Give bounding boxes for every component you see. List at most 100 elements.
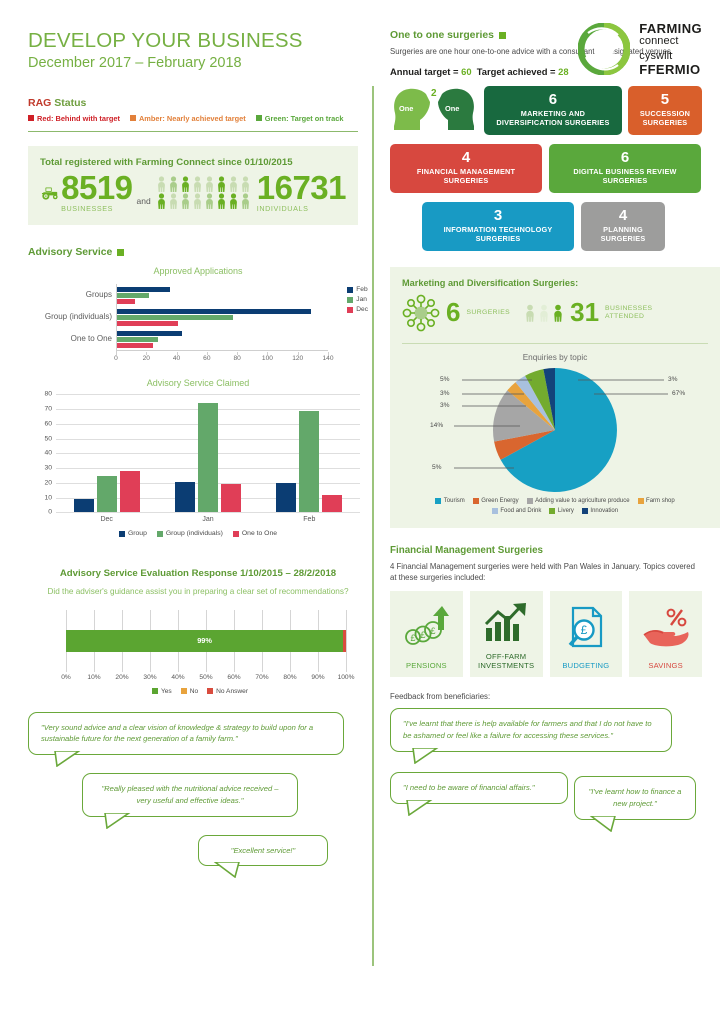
topic-card-savings: SAVINGS: [629, 591, 702, 678]
person-icon: [157, 176, 165, 193]
bar-group-individuals: [299, 410, 320, 513]
legend-item-group: Group: [118, 530, 147, 537]
financial-feedback-bubbles: "I've learnt that there is help availabl…: [390, 708, 702, 832]
surgeries-description: Surgeries are one hour one-to-one advice…: [390, 47, 674, 56]
callout-information-technology: 3 INFORMATION TECHNOLOGY SURGERIES: [422, 201, 574, 251]
column-divider: [372, 86, 374, 966]
rag-item-amber: Amber: Nearly achieved target: [129, 114, 246, 123]
legend-item-innovation: Innovation: [581, 507, 618, 514]
pie-slice-tourism: [500, 367, 617, 492]
callout-count: 6: [620, 148, 630, 166]
bar-group: [174, 481, 195, 513]
businesses-people-icon-group: [524, 302, 564, 324]
annual-target-label: Annual target =: [390, 65, 462, 77]
person-icon: [169, 193, 177, 210]
marketing-surgeries-value: 6: [446, 297, 461, 328]
callout-label: FINANCIAL MANAGEMENT SURGERIES: [416, 166, 516, 185]
approved-applications-bars: [116, 284, 328, 355]
approved-applications-chart: Approved Applications Groups Group (indi…: [28, 266, 368, 362]
surgeries-row-3: 3 INFORMATION TECHNOLOGY SURGERIES 4 PLA…: [390, 201, 702, 251]
individuals-value: 16731: [256, 169, 347, 207]
rag-item-red: Red: Behind with target: [28, 114, 120, 123]
bar-group-individuals: [96, 475, 117, 513]
x-tick: Dec: [100, 516, 113, 524]
person-icon: [229, 193, 237, 210]
flower-network-icon: [402, 294, 440, 332]
businesses-label: BUSINESSES: [61, 204, 114, 214]
one-to-one-surgeries-heading: One to one surgeries: [390, 30, 702, 41]
evaluation-title: Advisory Service Evaluation Response 1/1…: [59, 568, 337, 580]
feedback-text: "I've learnt how to finance a new projec…: [588, 787, 682, 809]
document-magnifier-icon: £: [563, 591, 609, 661]
two-count-label: 2: [431, 87, 437, 99]
advisory-claimed-chart: Advisory Service Claimed 80 70 60 50 40 …: [28, 378, 368, 548]
evaluation-stacked-bar: 99%: [66, 629, 346, 652]
approved-applications-ylabels: Groups Group (individuals) One to One: [28, 284, 112, 350]
hb-tick: 80: [233, 355, 241, 363]
y-tick: 80: [44, 390, 52, 398]
pie-slice-food-and-drink: [515, 375, 555, 430]
pie-slice-innovation: [543, 367, 555, 430]
pie-label-3c: 3%: [668, 375, 678, 383]
testimonial-bubble: "Really pleased with the nutritional adv…: [82, 773, 298, 829]
pie-label-14: 14%: [430, 421, 444, 429]
x-tick: 100%: [337, 673, 355, 681]
legend-item-one-to-one: One to One: [232, 530, 277, 537]
pie-label-67: 67%: [672, 389, 686, 397]
annual-target-value: 60: [461, 65, 472, 77]
hb-tick: 60: [203, 355, 211, 363]
hb-xaxis-line: [116, 350, 328, 352]
pie-label-3b: 3%: [440, 401, 450, 409]
bar-group-individuals: [197, 403, 218, 513]
approved-applications-plot: Groups Group (individuals) One to One: [28, 280, 368, 362]
pie-label-3a: 3%: [440, 389, 450, 397]
person-icon: [229, 176, 237, 193]
target-achieved-label: Target achieved =: [476, 65, 559, 77]
testimonial-text: "Very sound advice and a clear vision of…: [41, 722, 314, 744]
marketing-panel-title: Marketing and Diversification Surgeries:: [402, 277, 579, 288]
x-tick: 70%: [255, 673, 269, 681]
y-tick: 10: [44, 494, 52, 502]
advisory-claimed-title: Advisory Service Claimed: [146, 378, 250, 389]
businesses-attended-value: 31: [570, 297, 600, 328]
legend-item-food-and-drink: Food and Drink: [491, 507, 541, 514]
hb-tick: 20: [142, 355, 150, 363]
callout-count: 4: [618, 206, 628, 224]
pie-chart-title: Enquiries by topic: [522, 352, 588, 362]
panel-divider: [402, 342, 708, 344]
callout-label: MARKETING AND DIVERSIFICATION SURGERIES: [496, 108, 610, 127]
topic-card-pensions: £ £ £ PENSIONS: [390, 591, 463, 678]
hb-category-label: Group (individuals): [44, 312, 112, 322]
hb-group-individuals: [117, 306, 328, 328]
legend-item-tourism: Tourism: [435, 497, 465, 504]
svg-text:£: £: [431, 626, 436, 636]
hb-category-label: One to One: [70, 334, 112, 344]
evaluation-chart: 99% 0% 10% 20% 30% 40% 50% 60% 70% 80% 9…: [40, 604, 360, 700]
testimonial-bubble: "Very sound advice and a clear vision of…: [28, 711, 344, 768]
evaluation-question: Did the adviser's guidance assist you in…: [47, 587, 349, 597]
surgeries-row-1: One One 2 6 MARKETING AND DIVERSIFICATIO…: [390, 85, 702, 135]
bar-group-feb: [259, 394, 360, 513]
pie-chart-legend: Tourism Green Energy Adding value to agr…: [402, 497, 708, 514]
person-icon: [205, 193, 213, 210]
hand-percent-icon: [642, 591, 690, 661]
feedback-bubble: "I've learnt that there is help availabl…: [390, 708, 672, 764]
feedback-title: Feedback from beneficiaries:: [390, 692, 491, 702]
topic-card-off-farm-investments: OFF-FARM INVESTMENTS: [469, 591, 543, 678]
green-status-square-icon: [498, 32, 506, 39]
bubble-tail-icon: [213, 862, 240, 879]
callout-count: 3: [493, 206, 503, 224]
person-icon: [193, 176, 201, 193]
feedback-bubble: "I've learnt how to finance a new projec…: [574, 776, 696, 832]
logo-line-cyswllt: cyswllt: [639, 50, 673, 63]
legend-item-green-energy: Green Energy: [472, 497, 519, 504]
bar-group-dec: [56, 394, 157, 513]
x-tick: 10%: [87, 673, 101, 681]
left-column: DEVELOP YOUR BUSINESS December 2017 – Fe…: [28, 29, 368, 879]
rag-red-label: Red: Behind with target: [37, 113, 120, 123]
page-title: DEVELOP YOUR BUSINESS: [28, 29, 303, 52]
target-achieved-value: 28: [558, 65, 569, 77]
enquiries-pie-chart: 5% 3% 3% 14% 5% 3% 67%: [402, 364, 708, 494]
svg-text:£: £: [411, 633, 416, 643]
head-left-icon: [394, 88, 430, 130]
